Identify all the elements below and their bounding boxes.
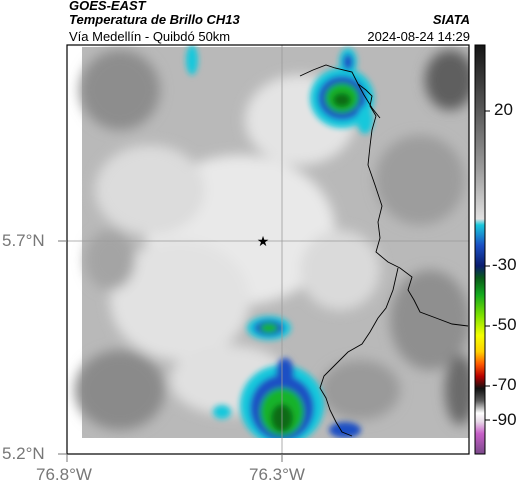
map-frame (66, 44, 470, 455)
timestamp-label: 2024-08-24 14:29 (367, 29, 470, 44)
colorbar-label-minus50: -50 (492, 315, 517, 334)
location-star-icon: ★ (257, 234, 270, 250)
agency-label: SIATA (432, 12, 470, 27)
colorbar-ticks (485, 110, 490, 421)
colorbar-label-minus30: -30 (492, 255, 517, 274)
product-title: Temperatura de Brillo CH13 (69, 12, 240, 27)
colorbar-label-minus70: -70 (492, 375, 517, 394)
brightness-temperature-field: ★ (67, 45, 469, 454)
lon-label-left: 76.8°W (36, 465, 92, 484)
department-border-north (357, 83, 381, 119)
national-border (299, 64, 469, 327)
lon-label-right: 76.3°W (249, 465, 305, 484)
colorbar-label-minus90: -90 (492, 410, 517, 429)
department-border-south (319, 267, 399, 437)
lat-label-top: 5.7°N (2, 231, 45, 250)
region-label: Vía Medellín - Quibdó 50km (69, 29, 231, 44)
map-axis-ticks (58, 240, 283, 462)
colorbar (474, 44, 486, 455)
satellite-name: GOES-EAST (69, 0, 146, 13)
colorbar-label-20: 20 (494, 100, 513, 119)
lat-label-bottom: 5.2°N (2, 444, 45, 463)
